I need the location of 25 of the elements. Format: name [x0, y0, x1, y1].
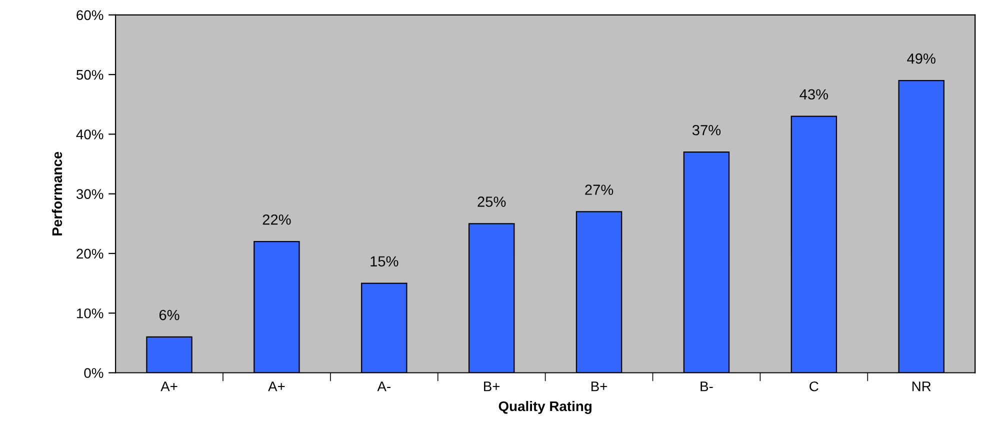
- x-tick-label: NR: [912, 382, 931, 392]
- y-tick-label: 20%: [76, 248, 104, 259]
- x-tick-label: A-: [377, 382, 390, 392]
- x-tick-label: B+: [591, 382, 608, 392]
- x-axis-title: Quality Rating: [498, 400, 592, 414]
- data-label: 43%: [800, 89, 828, 100]
- y-tick-label: 50%: [76, 70, 104, 80]
- data-label: 22%: [262, 214, 291, 225]
- y-tick-label: 60%: [76, 10, 104, 20]
- y-axis-title: Performance: [52, 152, 62, 236]
- x-tick-label: C: [810, 381, 818, 392]
- y-tick-label: 30%: [76, 189, 104, 199]
- x-tick-label: B+: [484, 382, 500, 392]
- data-label: 27%: [585, 184, 614, 195]
- x-tick-label: B-: [700, 382, 713, 392]
- x-tick-label: A+: [160, 382, 178, 392]
- data-label: 37%: [692, 124, 721, 136]
- y-tick-label: 40%: [76, 130, 104, 140]
- data-label: 6%: [159, 310, 180, 320]
- data-label: 49%: [907, 53, 936, 64]
- data-label: 15%: [370, 256, 398, 267]
- x-tick-label: A+: [268, 382, 285, 392]
- data-label: 25%: [478, 196, 506, 207]
- y-tick-label: 0%: [84, 368, 104, 378]
- y-tick-label: 10%: [76, 308, 104, 318]
